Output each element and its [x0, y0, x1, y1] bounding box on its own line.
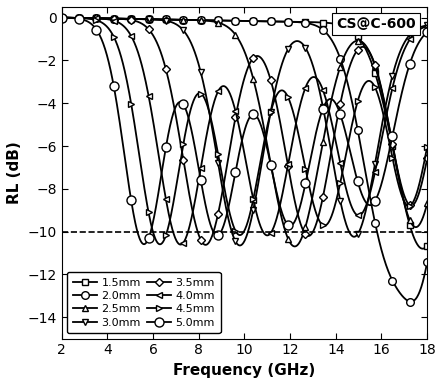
1.5mm — [82, 16, 87, 20]
3.5mm — [203, 243, 208, 247]
Line: 3.0mm: 3.0mm — [58, 15, 430, 249]
3.5mm — [292, 200, 298, 204]
4.0mm — [272, 223, 277, 228]
3.0mm — [281, 56, 287, 60]
2.5mm — [374, 70, 380, 74]
Line: 4.5mm: 4.5mm — [58, 15, 430, 248]
4.5mm — [157, 242, 163, 247]
2.0mm — [374, 227, 379, 231]
Line: 3.5mm: 3.5mm — [59, 15, 430, 248]
4.0mm — [374, 161, 380, 166]
3.5mm — [272, 92, 277, 97]
4.5mm — [424, 144, 430, 149]
4.0mm — [292, 126, 298, 131]
4.5mm — [292, 117, 298, 121]
2.5mm — [292, 244, 297, 249]
2.5mm — [59, 15, 64, 20]
Line: 2.5mm: 2.5mm — [58, 15, 430, 249]
4.0mm — [82, 16, 87, 20]
1.5mm — [281, 19, 286, 24]
2.5mm — [424, 201, 430, 206]
5.0mm — [59, 15, 64, 20]
3.0mm — [374, 151, 380, 156]
4.0mm — [59, 15, 64, 20]
Line: 1.5mm: 1.5mm — [58, 15, 430, 252]
2.0mm — [59, 15, 64, 20]
3.5mm — [281, 141, 287, 146]
5.0mm — [141, 242, 147, 246]
2.5mm — [281, 223, 286, 228]
1.5mm — [374, 75, 379, 80]
Text: CS@C-600: CS@C-600 — [337, 17, 416, 31]
Line: 5.0mm: 5.0mm — [57, 13, 431, 249]
4.0mm — [424, 24, 430, 28]
4.5mm — [272, 98, 277, 102]
3.0mm — [272, 91, 277, 96]
4.0mm — [178, 242, 183, 247]
5.0mm — [424, 30, 430, 34]
3.0mm — [237, 243, 243, 248]
3.0mm — [82, 16, 87, 20]
3.5mm — [424, 156, 430, 161]
3.0mm — [424, 23, 430, 28]
5.0mm — [272, 180, 277, 184]
2.0mm — [82, 16, 87, 20]
1.5mm — [59, 15, 64, 20]
2.0mm — [271, 19, 276, 24]
4.0mm — [337, 156, 342, 161]
3.5mm — [82, 16, 87, 20]
2.5mm — [82, 16, 87, 20]
Line: 2.0mm: 2.0mm — [58, 14, 431, 305]
1.5mm — [420, 246, 425, 251]
2.0mm — [336, 53, 342, 57]
4.0mm — [281, 184, 287, 189]
1.5mm — [292, 19, 297, 24]
5.0mm — [82, 18, 87, 22]
2.0mm — [292, 20, 297, 24]
2.0mm — [281, 19, 286, 24]
1.5mm — [271, 19, 276, 24]
2.0mm — [424, 260, 430, 264]
Legend: 1.5mm, 2.0mm, 2.5mm, 3.0mm, 3.5mm, 4.0mm, 4.5mm, 5.0mm: 1.5mm, 2.0mm, 2.5mm, 3.0mm, 3.5mm, 4.0mm… — [67, 272, 221, 333]
2.5mm — [292, 244, 298, 249]
4.5mm — [59, 15, 64, 20]
4.5mm — [374, 89, 380, 94]
4.5mm — [337, 185, 342, 189]
5.0mm — [281, 216, 287, 221]
5.0mm — [337, 109, 342, 114]
3.5mm — [337, 106, 342, 110]
4.5mm — [82, 16, 87, 21]
X-axis label: Frequency (GHz): Frequency (GHz) — [173, 363, 315, 378]
1.5mm — [336, 22, 342, 27]
Line: 4.0mm: 4.0mm — [58, 15, 430, 248]
Y-axis label: RL (dB): RL (dB) — [7, 141, 22, 204]
2.5mm — [271, 179, 276, 184]
3.5mm — [374, 69, 380, 73]
4.5mm — [281, 89, 287, 94]
5.0mm — [292, 219, 298, 223]
3.0mm — [337, 194, 342, 199]
5.0mm — [374, 195, 380, 199]
3.5mm — [59, 15, 64, 20]
1.5mm — [424, 243, 430, 248]
3.0mm — [59, 15, 64, 20]
3.0mm — [292, 39, 298, 44]
2.0mm — [408, 300, 413, 304]
2.5mm — [337, 67, 342, 72]
